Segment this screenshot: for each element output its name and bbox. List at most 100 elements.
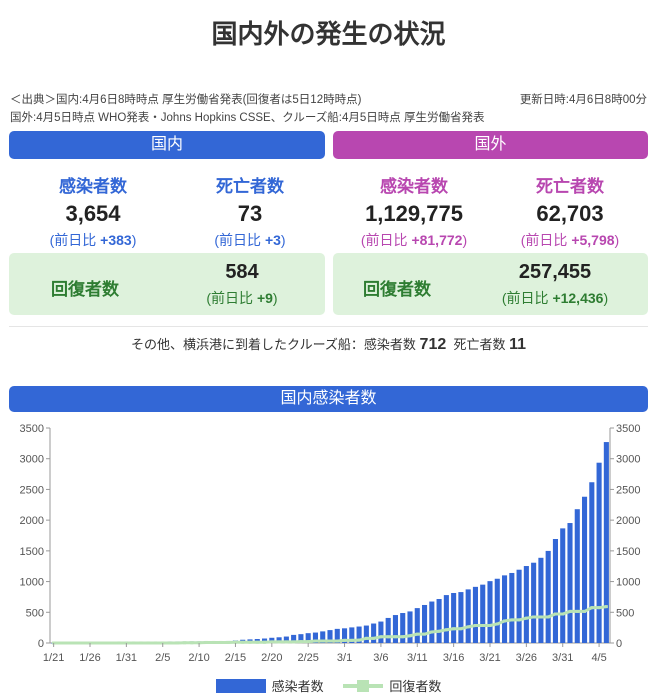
- recovered-point: [226, 640, 230, 644]
- recovered-point: [415, 632, 419, 636]
- recovered-point: [190, 641, 194, 645]
- recovered-point: [546, 615, 550, 619]
- recovered-point: [197, 641, 201, 645]
- x-tick-label: 3/11: [407, 652, 428, 664]
- international-deaths-value: 62,703: [536, 201, 604, 226]
- recovered-point: [313, 639, 317, 643]
- recovered-point: [212, 640, 216, 644]
- y-tick-label-right: 2000: [616, 515, 640, 527]
- source-note-domestic: ＜出典＞国内:4月6日8時時点 厚生労働省発表(回復者は5日12時時点): [10, 94, 362, 106]
- chart-legend: 感染者数 回復者数: [0, 676, 657, 695]
- recovered-point: [583, 609, 587, 613]
- domestic-infected-diff: (前日比 +383): [49, 232, 137, 248]
- recovered-point: [146, 641, 150, 645]
- international-recovered-box: 回復者数 257,455 (前日比 +12,436): [333, 253, 648, 315]
- recovered-point: [263, 640, 267, 644]
- infected-bar: [443, 595, 449, 643]
- recovered-point: [292, 640, 296, 644]
- y-tick-label-right: 500: [616, 607, 634, 619]
- cruise-ship-infected: 712: [419, 336, 447, 353]
- y-tick-label-right: 1500: [616, 546, 640, 558]
- x-tick-label: 3/16: [443, 652, 464, 664]
- recovered-point: [168, 641, 172, 645]
- infected-bar: [509, 572, 515, 643]
- domestic-header: 国内: [9, 131, 325, 159]
- infected-bar: [603, 442, 609, 643]
- recovered-point: [299, 640, 303, 644]
- domestic-infected-value: 3,654: [65, 201, 121, 226]
- international-deaths-label: 死亡者数: [536, 177, 604, 196]
- recovered-point: [423, 632, 427, 636]
- recovered-point: [430, 630, 434, 634]
- recovered-point: [386, 635, 390, 639]
- international-infected-stat: 感染者数 1,129,775 (前日比 +81,772): [334, 172, 494, 250]
- y-tick-label-left: 3000: [20, 454, 44, 466]
- infected-bar: [582, 496, 588, 643]
- recovered-point: [597, 606, 601, 610]
- domestic-recovered-stat: 584 (前日比 +9): [157, 261, 327, 308]
- recovered-point: [553, 612, 557, 616]
- recovered-point: [350, 638, 354, 642]
- infected-bar: [385, 617, 391, 643]
- infected-bar: [349, 627, 355, 643]
- recovered-point: [328, 639, 332, 643]
- recovered-point: [539, 615, 543, 619]
- y-tick-label-left: 1000: [20, 577, 44, 589]
- infected-bar: [305, 633, 311, 643]
- infected-bar: [560, 528, 566, 643]
- international-recovered-value: 257,455: [518, 261, 592, 283]
- recovered-point: [219, 640, 223, 644]
- infected-bar: [429, 601, 435, 643]
- domestic-infected-stat: 感染者数 3,654 (前日比 +383): [13, 172, 173, 250]
- infected-bar: [356, 626, 362, 643]
- recovered-point: [132, 641, 136, 645]
- recovered-point: [306, 640, 310, 644]
- recovered-point: [66, 641, 70, 645]
- divider: [9, 326, 648, 327]
- infected-bar: [480, 584, 486, 643]
- infected-bar: [552, 539, 558, 643]
- x-tick-label: 3/26: [516, 652, 537, 664]
- recovered-point: [117, 641, 121, 645]
- recovered-point: [379, 635, 383, 639]
- infected-bar: [567, 523, 573, 643]
- recovered-point: [364, 636, 368, 640]
- infected-bar: [291, 634, 297, 643]
- international-recovered-label: 回復者数: [363, 280, 431, 299]
- infected-bar: [400, 613, 406, 643]
- recovered-point: [357, 638, 361, 642]
- source-note-international: 国外:4月5日時点 WHO発表・Johns Hopkins CSSE、クルーズ船…: [10, 112, 485, 124]
- recovered-point: [503, 619, 507, 623]
- recovered-point: [161, 641, 165, 645]
- recovered-point: [604, 605, 608, 609]
- recovered-point: [110, 641, 114, 645]
- infected-bar: [596, 462, 602, 643]
- updated-timestamp: 更新日時:4月6日8時00分: [519, 94, 647, 106]
- recovered-point: [270, 640, 274, 644]
- x-tick-label: 3/31: [552, 652, 573, 664]
- x-tick-label: 2/10: [188, 652, 209, 664]
- domestic-deaths-value: 73: [237, 201, 263, 226]
- recovered-point: [59, 641, 63, 645]
- recovered-point: [153, 641, 157, 645]
- recovered-point: [95, 641, 99, 645]
- recovered-point: [444, 628, 448, 632]
- infected-bar: [487, 581, 493, 643]
- legend-recovered-label: 回復者数: [389, 679, 442, 694]
- y-tick-label-right: 3500: [616, 423, 640, 435]
- y-tick-label-left: 2500: [20, 484, 44, 496]
- infected-bar: [312, 632, 318, 643]
- y-tick-label-right: 3000: [616, 454, 640, 466]
- x-tick-label: 4/5: [591, 652, 606, 664]
- infected-bar: [458, 592, 464, 643]
- infected-bar: [451, 592, 457, 643]
- recovered-point: [532, 615, 536, 619]
- cruise-ship-label: その他、横浜港に到着したクルーズ船：感染者数: [130, 337, 416, 352]
- recovered-point: [452, 627, 456, 631]
- infected-bar: [283, 636, 289, 643]
- y-tick-label-right: 0: [616, 638, 622, 650]
- y-tick-label-left: 1500: [20, 546, 44, 558]
- infected-bar: [436, 599, 442, 643]
- infected-bar: [327, 630, 333, 643]
- recovered-point: [466, 625, 470, 629]
